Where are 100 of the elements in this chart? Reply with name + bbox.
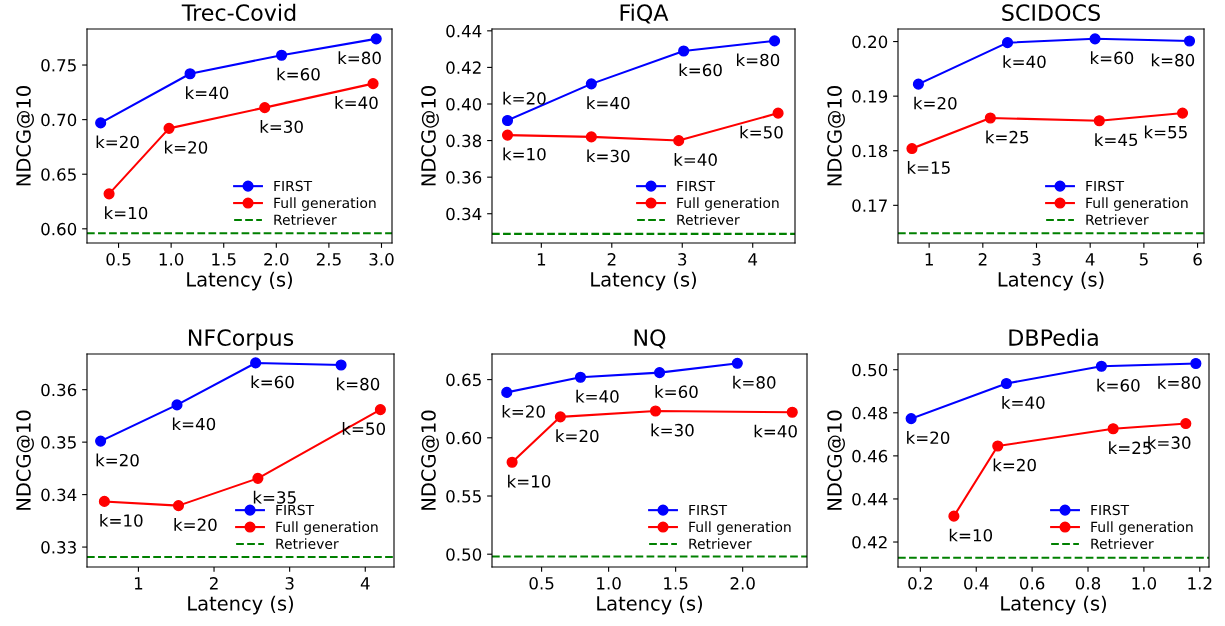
x-tick-label: 2.0: [730, 577, 755, 590]
annotation: k=35: [253, 490, 296, 504]
x-tick-label: 0.4: [964, 577, 989, 590]
point: [1183, 35, 1196, 47]
annotation: k=20: [993, 458, 1036, 472]
chart-title: DBPedia: [1009, 328, 1098, 346]
point: [252, 472, 264, 484]
annotation: k=50: [342, 422, 386, 436]
legend-label: FIRST: [274, 180, 313, 192]
annotation: k=10: [508, 474, 551, 488]
point: [769, 35, 781, 47]
annotation: k=40: [335, 96, 378, 109]
point: [501, 386, 513, 398]
annotation: k=40: [172, 417, 216, 431]
x-tick-label: 2: [209, 577, 218, 590]
point: [171, 399, 183, 411]
x-tick-label: 1: [134, 577, 143, 590]
legend-label: Full generation: [1086, 197, 1188, 211]
legend-label: FIRST: [689, 504, 728, 516]
legend-label: Full generation: [274, 197, 376, 211]
point: [98, 495, 110, 507]
point: [984, 112, 996, 124]
point: [731, 357, 743, 369]
annotation: k=40: [674, 153, 717, 166]
x-tick-label: 1: [925, 253, 933, 266]
point: [673, 135, 685, 147]
y-tick-label: 0.65: [446, 373, 481, 387]
y-tick-label: 0.40: [446, 97, 482, 111]
point: [554, 411, 566, 423]
x-tick-label: 0.5: [529, 577, 554, 590]
y-tick-label: 0.50: [446, 548, 482, 561]
legend-label: FIRST: [276, 504, 315, 516]
x-tick-label: 0.8: [1075, 577, 1101, 590]
x-axis-title: Latency (s): [188, 595, 293, 615]
point: [574, 371, 587, 383]
annotation: k=10: [105, 206, 148, 220]
y-tick-label: 0.50: [852, 363, 888, 377]
point: [501, 129, 514, 141]
annotation: k=20: [503, 91, 546, 105]
annotation: k=25: [986, 130, 1029, 144]
legend-label: Full generation: [1091, 521, 1193, 535]
x-tick-label: 2.5: [316, 253, 341, 266]
y-tick-label: 0.44: [446, 24, 482, 38]
legend-label: Full generation: [677, 197, 779, 211]
y-tick-label: 0.36: [446, 171, 482, 184]
legend-label: Retriever: [677, 214, 740, 226]
annotation: k=20: [164, 140, 208, 154]
point: [95, 117, 107, 129]
annotation: k=30: [260, 120, 303, 134]
point: [1180, 418, 1192, 430]
annotation: k=45: [1095, 133, 1138, 147]
x-tick-label: 3: [678, 253, 687, 266]
legend-label: Retriever: [1086, 214, 1149, 226]
x-tick-label: 5: [1139, 253, 1148, 266]
annotation: k=20: [96, 135, 139, 149]
chart-title: FiQA: [620, 3, 669, 24]
y-tick-label: 0.42: [852, 535, 887, 549]
x-tick-label: 3: [1032, 253, 1041, 266]
annotation: k=80: [1158, 375, 1201, 389]
point: [786, 406, 798, 418]
legend-label: FIRST: [1086, 180, 1125, 192]
point: [585, 131, 597, 143]
annotation: k=80: [337, 377, 380, 391]
x-axis-title: Latency (s): [998, 271, 1104, 291]
chart-title: NQ: [634, 329, 666, 349]
annotation: k=20: [556, 429, 599, 443]
annotation: k=20: [907, 431, 950, 445]
legend-label: Retriever: [689, 538, 752, 550]
y-tick-label: 0.65: [41, 168, 76, 181]
annotation: k=80: [1151, 53, 1195, 67]
point: [1176, 107, 1189, 119]
point: [1093, 115, 1105, 127]
legend-label: Retriever: [274, 214, 337, 226]
annotation: k=60: [1090, 51, 1134, 65]
point: [948, 510, 960, 522]
x-tick-label: 4: [360, 577, 370, 590]
point: [367, 78, 379, 90]
x-tick-label: 3: [285, 577, 294, 590]
annotation: k=10: [503, 147, 546, 161]
annotation: k=60: [679, 63, 722, 77]
point: [506, 456, 518, 468]
x-tick-label: 0.6: [1019, 577, 1045, 590]
point: [163, 122, 175, 134]
x-tick-label: 0.2: [908, 577, 932, 590]
x-axis-title: Latency (s): [187, 271, 292, 291]
point: [1000, 377, 1012, 390]
point: [772, 107, 784, 119]
y-axis-title: NDCG@10: [827, 86, 845, 186]
y-tick-label: 0.42: [446, 61, 481, 74]
legend-label: Retriever: [276, 538, 339, 550]
annotation: k=60: [1097, 378, 1140, 392]
annotation: k=60: [655, 385, 698, 399]
point: [95, 435, 107, 447]
y-tick-label: 0.20: [852, 35, 888, 49]
point: [912, 78, 924, 90]
chart-title: SCIDOCS: [1002, 4, 1100, 21]
annotation: k=10: [100, 513, 143, 527]
x-tick-label: 1.0: [1132, 577, 1157, 590]
annotation: k=80: [737, 53, 780, 67]
y-tick-label: 0.75: [41, 58, 76, 72]
